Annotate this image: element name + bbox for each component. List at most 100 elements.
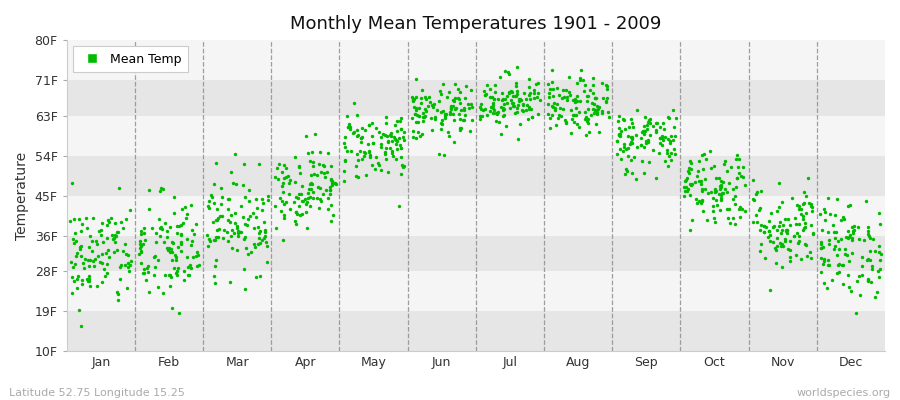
Point: [251, 161, 266, 168]
Point: [504, 97, 518, 103]
Point: [343, 126, 357, 132]
Point: [65, 180, 79, 186]
Point: [392, 135, 407, 142]
Point: [770, 227, 784, 233]
Point: [781, 216, 796, 222]
Point: [240, 251, 255, 258]
Point: [852, 236, 867, 242]
Point: [202, 236, 216, 242]
Point: [453, 89, 467, 96]
Point: [444, 103, 458, 110]
Point: [104, 215, 118, 222]
Point: [696, 208, 710, 214]
Point: [363, 154, 377, 160]
Point: [796, 201, 810, 207]
Point: [447, 80, 462, 87]
Point: [261, 197, 275, 203]
Point: [112, 264, 127, 270]
Point: [166, 210, 181, 217]
Point: [311, 205, 326, 212]
Point: [780, 227, 795, 234]
Point: [707, 186, 722, 192]
Point: [389, 141, 403, 147]
Point: [76, 260, 90, 266]
Point: [323, 184, 338, 190]
Point: [70, 276, 85, 282]
Point: [753, 240, 768, 247]
Point: [721, 215, 735, 222]
Point: [818, 216, 832, 223]
Point: [486, 105, 500, 112]
Point: [298, 196, 312, 202]
Point: [123, 258, 138, 264]
Point: [452, 95, 466, 102]
Point: [861, 275, 876, 282]
Point: [202, 198, 217, 205]
Point: [832, 269, 846, 276]
Point: [664, 157, 679, 163]
Point: [136, 230, 150, 236]
Point: [762, 238, 777, 244]
Point: [81, 257, 95, 263]
Point: [134, 243, 148, 249]
Point: [796, 189, 811, 195]
Point: [689, 200, 704, 206]
Point: [658, 157, 672, 164]
Point: [692, 157, 706, 164]
Point: [237, 161, 251, 168]
Point: [356, 153, 371, 159]
Point: [438, 111, 453, 118]
Point: [816, 280, 831, 287]
Point: [798, 241, 813, 247]
Point: [312, 185, 327, 191]
Point: [747, 197, 761, 203]
Point: [643, 116, 657, 122]
Point: [804, 202, 818, 209]
Point: [783, 238, 797, 244]
Point: [843, 202, 858, 208]
Point: [698, 156, 713, 162]
Point: [849, 309, 863, 316]
Point: [873, 221, 887, 228]
Point: [691, 168, 706, 174]
Point: [362, 122, 376, 128]
Point: [362, 148, 376, 154]
Point: [73, 246, 87, 252]
Point: [845, 224, 859, 230]
Point: [418, 96, 433, 102]
Point: [574, 66, 589, 73]
Point: [230, 247, 244, 253]
Point: [529, 80, 544, 87]
Point: [827, 229, 842, 235]
Point: [664, 149, 679, 156]
Point: [169, 270, 184, 276]
Point: [392, 118, 407, 124]
Point: [249, 214, 264, 220]
Point: [523, 90, 537, 96]
Point: [324, 202, 338, 208]
Point: [91, 253, 105, 259]
Point: [505, 88, 519, 95]
Point: [558, 117, 572, 124]
Point: [712, 175, 726, 181]
Point: [412, 132, 427, 139]
Point: [238, 286, 252, 292]
Point: [638, 114, 652, 120]
Point: [570, 93, 584, 100]
Point: [86, 258, 100, 264]
Point: [614, 156, 628, 162]
Point: [862, 247, 877, 254]
Point: [510, 91, 525, 97]
Point: [361, 121, 375, 128]
Point: [814, 245, 829, 252]
Point: [616, 116, 630, 122]
Point: [729, 155, 743, 162]
Point: [292, 164, 306, 170]
Point: [160, 234, 175, 240]
Point: [390, 138, 404, 145]
Point: [418, 93, 432, 100]
Point: [688, 179, 702, 185]
Point: [221, 196, 236, 202]
Point: [133, 247, 148, 254]
Point: [339, 148, 354, 154]
